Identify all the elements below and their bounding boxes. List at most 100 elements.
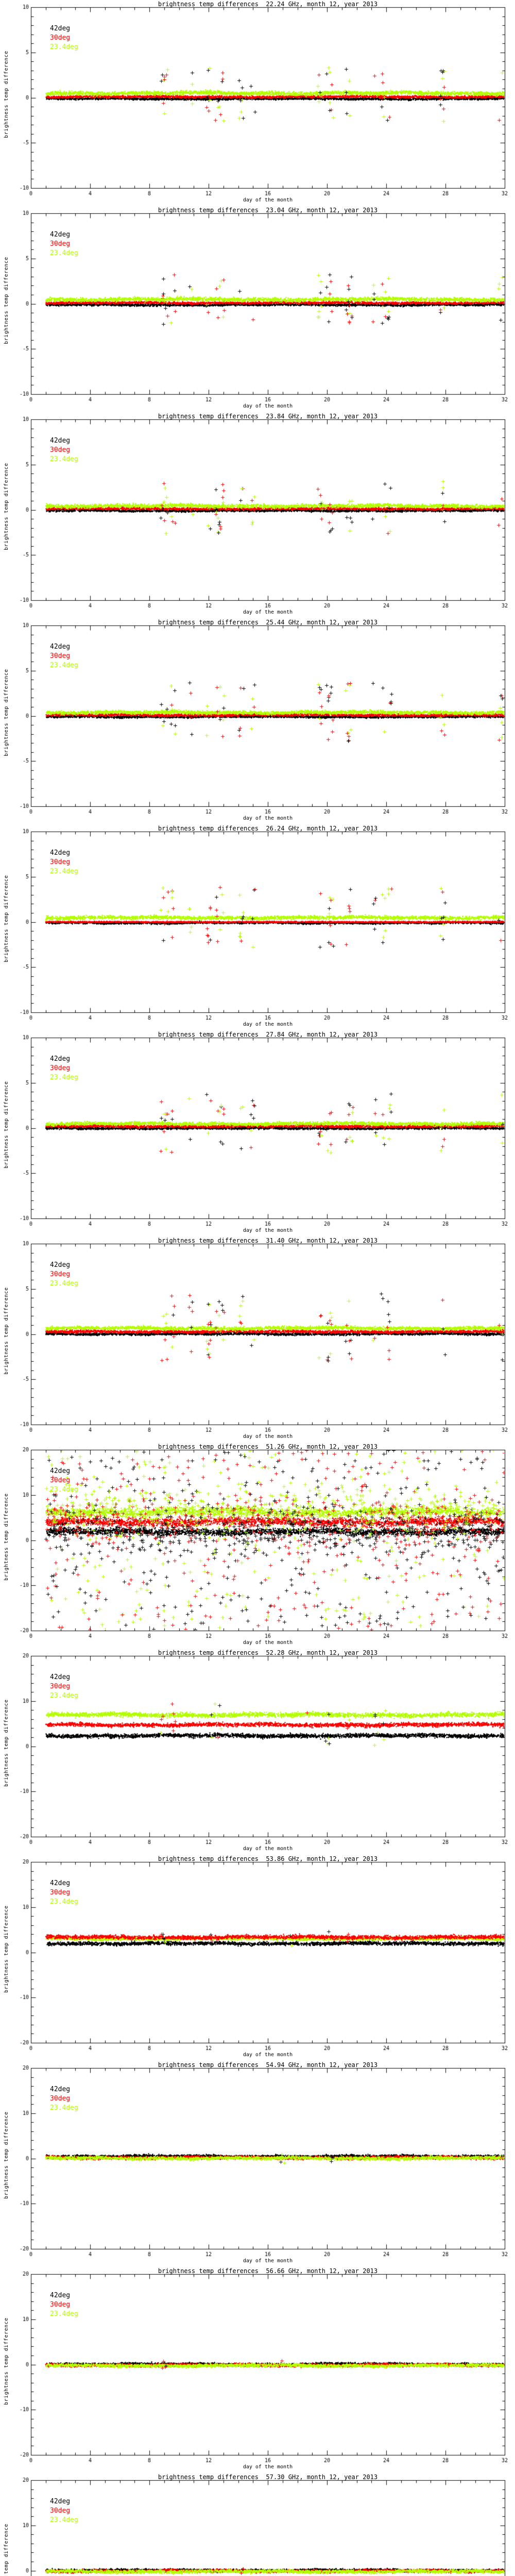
chart-title: brightness temp differences 51.26 GHz, m… (158, 1443, 378, 1450)
chart-title: brightness temp differences 57.30 GHz, m… (158, 2473, 378, 2481)
chart-title: brightness temp differences 23.84 GHz, m… (158, 413, 378, 420)
y-axis-label: brightness temp difference (4, 1287, 9, 1375)
x-axis-label: day of the month (243, 2258, 293, 2264)
legend-item-30deg: 30deg (50, 2301, 71, 2309)
legend-item-42deg: 42deg (50, 2292, 71, 2299)
y-axis-label: brightness temp difference (4, 2523, 9, 2576)
legend-item-42deg: 42deg (50, 1467, 71, 1475)
plot-canvas (0, 1443, 515, 1649)
legend: 42deg 30deg 23.4deg (50, 642, 78, 670)
x-axis-label: day of the month (243, 1228, 293, 1233)
legend-item-42deg: 42deg (50, 849, 71, 857)
x-axis-label: day of the month (243, 2464, 293, 2470)
chart-panel-23.04ghz: brightness temp differences 23.04 GHz, m… (0, 206, 515, 412)
chart-panel-52.28ghz: brightness temp differences 52.28 GHz, m… (0, 1649, 515, 1855)
legend-item-30deg: 30deg (50, 1477, 71, 1484)
chart-title: brightness temp differences 25.44 GHz, m… (158, 619, 378, 626)
chart-title: brightness temp differences 53.86 GHz, m… (158, 1855, 378, 1862)
chart-panel-26.24ghz: brightness temp differences 26.24 GHz, m… (0, 824, 515, 1030)
legend-item-30deg: 30deg (50, 446, 71, 454)
legend-item-23.4deg: 23.4deg (50, 455, 78, 463)
plot-canvas (0, 618, 515, 824)
legend-item-30deg: 30deg (50, 1683, 71, 1690)
y-axis-label: brightness temp difference (4, 1699, 9, 1787)
legend-item-23.4deg: 23.4deg (50, 1280, 78, 1287)
legend-item-23.4deg: 23.4deg (50, 249, 78, 257)
x-axis-label: day of the month (243, 2052, 293, 2058)
legend-item-30deg: 30deg (50, 858, 71, 866)
legend: 42deg 30deg 23.4deg (50, 1879, 78, 1907)
legend-item-30deg: 30deg (50, 652, 71, 660)
y-axis-label: brightness temp difference (4, 463, 9, 550)
legend-item-42deg: 42deg (50, 437, 71, 445)
legend-item-30deg: 30deg (50, 1270, 71, 1278)
legend-item-42deg: 42deg (50, 1879, 71, 1887)
legend: 42deg 30deg 23.4deg (50, 2497, 78, 2525)
chart-panel-56.66ghz: brightness temp differences 56.66 GHz, m… (0, 2267, 515, 2473)
chart-title: brightness temp differences 54.94 GHz, m… (158, 2061, 378, 2069)
chart-title: brightness temp differences 56.66 GHz, m… (158, 2267, 378, 2275)
y-axis-label: brightness temp difference (4, 1493, 9, 1581)
chart-title: brightness temp differences 31.40 GHz, m… (158, 1237, 378, 1244)
legend-item-42deg: 42deg (50, 1055, 71, 1063)
plot-canvas (0, 2061, 515, 2267)
legend-item-23.4deg: 23.4deg (50, 1486, 78, 1494)
chart-title: brightness temp differences 52.28 GHz, m… (158, 1649, 378, 1656)
legend-item-23.4deg: 23.4deg (50, 1898, 78, 1906)
legend-item-42deg: 42deg (50, 2498, 71, 2505)
x-axis-label: day of the month (243, 609, 293, 615)
y-axis-label: brightness temp difference (4, 50, 9, 138)
legend-item-42deg: 42deg (50, 1261, 71, 1269)
x-axis-label: day of the month (243, 197, 293, 203)
legend: 42deg 30deg 23.4deg (50, 230, 78, 258)
legend-item-30deg: 30deg (50, 1889, 71, 1896)
chart-panel-23.84ghz: brightness temp differences 23.84 GHz, m… (0, 412, 515, 618)
plot-canvas (0, 824, 515, 1030)
legend-item-23.4deg: 23.4deg (50, 2516, 78, 2524)
x-axis-label: day of the month (243, 1022, 293, 1027)
legend-item-23.4deg: 23.4deg (50, 2310, 78, 2318)
plot-canvas (0, 1236, 515, 1443)
chart-panel-54.94ghz: brightness temp differences 54.94 GHz, m… (0, 2061, 515, 2267)
legend: 42deg 30deg 23.4deg (50, 2085, 78, 2113)
x-axis-label: day of the month (243, 816, 293, 821)
legend-item-30deg: 30deg (50, 240, 71, 248)
x-axis-label: day of the month (243, 1846, 293, 1852)
chart-panel-51.26ghz: brightness temp differences 51.26 GHz, m… (0, 1443, 515, 1649)
y-axis-label: brightness temp difference (4, 669, 9, 756)
plot-canvas (0, 2473, 515, 2576)
plot-canvas (0, 206, 515, 412)
chart-title: brightness temp differences 22.24 GHz, m… (158, 1, 378, 8)
legend: 42deg 30deg 23.4deg (50, 2291, 78, 2319)
legend-item-30deg: 30deg (50, 34, 71, 42)
legend: 42deg 30deg 23.4deg (50, 1467, 78, 1495)
plot-canvas (0, 1649, 515, 1855)
legend-item-23.4deg: 23.4deg (50, 1692, 78, 1700)
legend: 42deg 30deg 23.4deg (50, 849, 78, 876)
legend: 42deg 30deg 23.4deg (50, 1673, 78, 1701)
x-axis-label: day of the month (243, 1434, 293, 1439)
legend-item-42deg: 42deg (50, 25, 71, 32)
legend-item-23.4deg: 23.4deg (50, 662, 78, 669)
legend: 42deg 30deg 23.4deg (50, 1055, 78, 1082)
legend-item-23.4deg: 23.4deg (50, 43, 78, 51)
legend: 42deg 30deg 23.4deg (50, 1261, 78, 1289)
legend-item-23.4deg: 23.4deg (50, 868, 78, 875)
y-axis-label: brightness temp difference (4, 257, 9, 344)
legend-item-30deg: 30deg (50, 2095, 71, 2103)
chart-panel-27.84ghz: brightness temp differences 27.84 GHz, m… (0, 1030, 515, 1236)
legend: 42deg 30deg 23.4deg (50, 436, 78, 464)
legend-item-42deg: 42deg (50, 1673, 71, 1681)
chart-panel-53.86ghz: brightness temp differences 53.86 GHz, m… (0, 1855, 515, 2061)
y-axis-label: brightness temp difference (4, 875, 9, 962)
chart-title: brightness temp differences 23.04 GHz, m… (158, 207, 378, 214)
x-axis-label: day of the month (243, 1640, 293, 1646)
legend-item-42deg: 42deg (50, 2086, 71, 2093)
plot-canvas (0, 412, 515, 618)
plot-canvas (0, 0, 515, 206)
legend-item-42deg: 42deg (50, 643, 71, 651)
chart-panel-57.3ghz: brightness temp differences 57.30 GHz, m… (0, 2473, 515, 2576)
y-axis-label: brightness temp difference (4, 1081, 9, 1168)
chart-title: brightness temp differences 27.84 GHz, m… (158, 1031, 378, 1038)
